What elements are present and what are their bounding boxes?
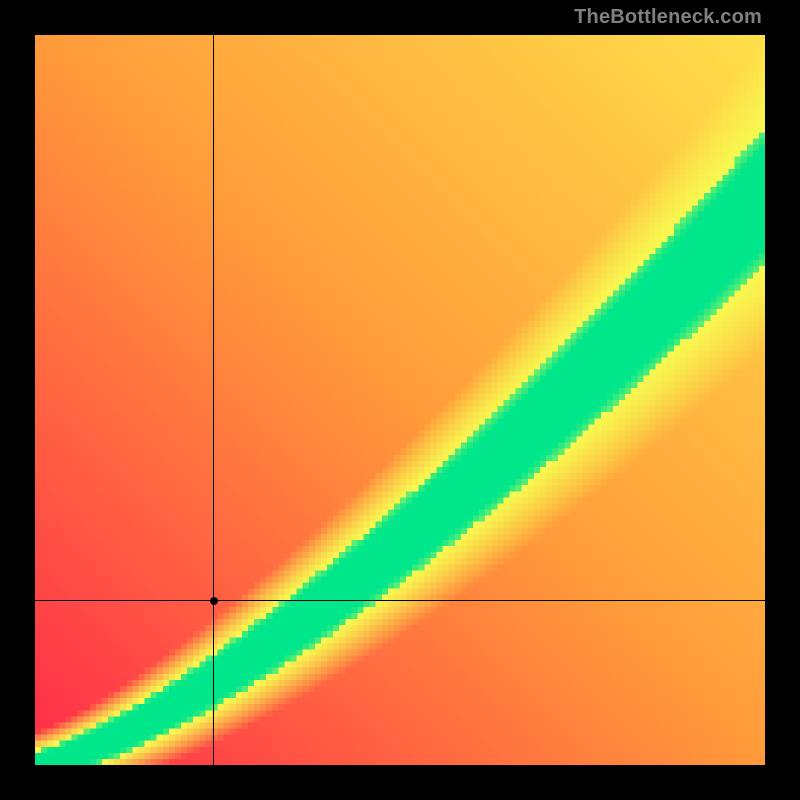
plot-area: [35, 35, 765, 765]
chart-frame: TheBottleneck.com: [0, 0, 800, 800]
watermark-text: TheBottleneck.com: [574, 6, 762, 29]
heatmap-canvas: [35, 35, 765, 765]
